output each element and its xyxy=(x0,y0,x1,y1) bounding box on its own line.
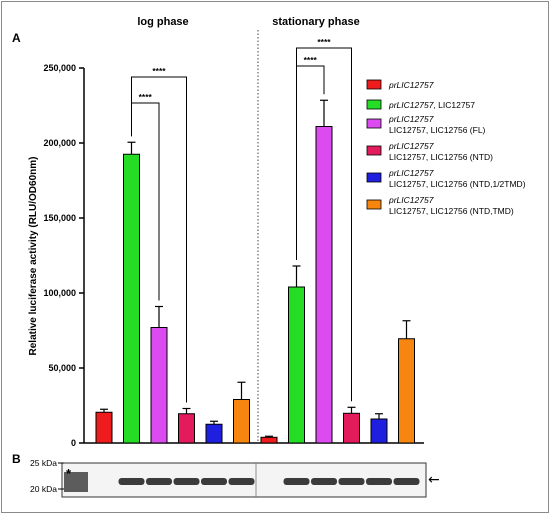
blot-band xyxy=(118,478,145,485)
blot-band xyxy=(146,478,172,485)
blot-band xyxy=(366,478,392,485)
bar xyxy=(233,399,250,444)
marker-lane xyxy=(64,472,88,492)
legend-label-line2: LIC12757, LIC12756 (NTD,1/2TMD) xyxy=(389,179,526,189)
legend-label: prLIC12757, LIC12757 xyxy=(388,100,475,110)
y-tick-label: 250,000 xyxy=(43,63,76,73)
western-blot: 25 kDa 20 kDa * ← xyxy=(30,458,440,498)
y-tick-label: 200,000 xyxy=(43,138,76,148)
blot-bands xyxy=(118,478,420,485)
log-phase-title: log phase xyxy=(137,16,188,28)
bar xyxy=(315,126,333,444)
marker-25kda: 25 kDa xyxy=(30,458,57,468)
blot-band xyxy=(311,478,337,485)
bars xyxy=(95,99,415,444)
legend-label: prLIC12757 xyxy=(388,141,434,151)
legend: prLIC12757 prLIC12757, LIC12757 prLIC12757… xyxy=(366,79,526,216)
bar xyxy=(123,153,140,444)
bar xyxy=(260,436,278,444)
marker-20kda: 20 kDa xyxy=(30,484,57,494)
significance-label: **** xyxy=(152,66,166,76)
legend-label-line2: LIC12757, LIC12756 (NTD,TMD) xyxy=(389,206,514,216)
bar xyxy=(205,423,223,444)
significance-bracket xyxy=(296,47,352,402)
y-tick-label: 50,000 xyxy=(48,363,76,373)
bar xyxy=(95,411,113,444)
band-arrow: ← xyxy=(428,472,440,488)
legend-label: prLIC12757 xyxy=(388,80,434,90)
legend-label-line2: LIC12757, LIC12756 (NTD) xyxy=(389,152,493,162)
blot-band xyxy=(201,478,227,485)
y-axis: 0 50,000 100,000 150,000 200,000 250,000 xyxy=(43,63,424,448)
legend-label: prLIC12757 xyxy=(388,168,434,178)
blot-band xyxy=(228,478,255,485)
y-tick-label: 0 xyxy=(71,438,76,448)
significance-brackets: **** **** **** **** xyxy=(131,37,352,403)
legend-swatch xyxy=(366,99,382,110)
bar xyxy=(178,413,195,444)
significance-bracket xyxy=(131,76,187,403)
significance-label: **** xyxy=(317,37,331,47)
significance-label: **** xyxy=(304,55,318,65)
blot-band xyxy=(393,478,420,485)
panel-a-label: A xyxy=(12,31,21,45)
legend-label: prLIC12757 xyxy=(388,114,434,124)
legend-swatch xyxy=(366,145,382,156)
y-tick-label: 150,000 xyxy=(43,213,76,223)
bar xyxy=(398,338,415,444)
panel-b-label: B xyxy=(12,452,21,466)
legend-swatch xyxy=(366,172,382,183)
significance-label: **** xyxy=(139,92,153,102)
legend-label: prLIC12757 xyxy=(388,195,434,205)
stationary-phase-title: stationary phase xyxy=(272,16,359,28)
bar xyxy=(343,412,360,444)
blot-band xyxy=(173,478,200,485)
legend-label-line2: LIC12757, LIC12756 (FL) xyxy=(389,125,486,135)
legend-swatch xyxy=(366,118,382,129)
bar xyxy=(370,418,388,444)
y-axis-label: Relative luciferase activity (RLU/OD60nm… xyxy=(28,157,39,356)
bar xyxy=(150,327,168,444)
asterisk-label: * xyxy=(66,466,72,481)
blot-band xyxy=(283,478,310,485)
bar xyxy=(288,286,305,444)
legend-swatch xyxy=(366,79,382,90)
legend-swatch xyxy=(366,199,382,210)
blot-band xyxy=(338,478,365,485)
y-tick-label: 100,000 xyxy=(43,288,76,298)
